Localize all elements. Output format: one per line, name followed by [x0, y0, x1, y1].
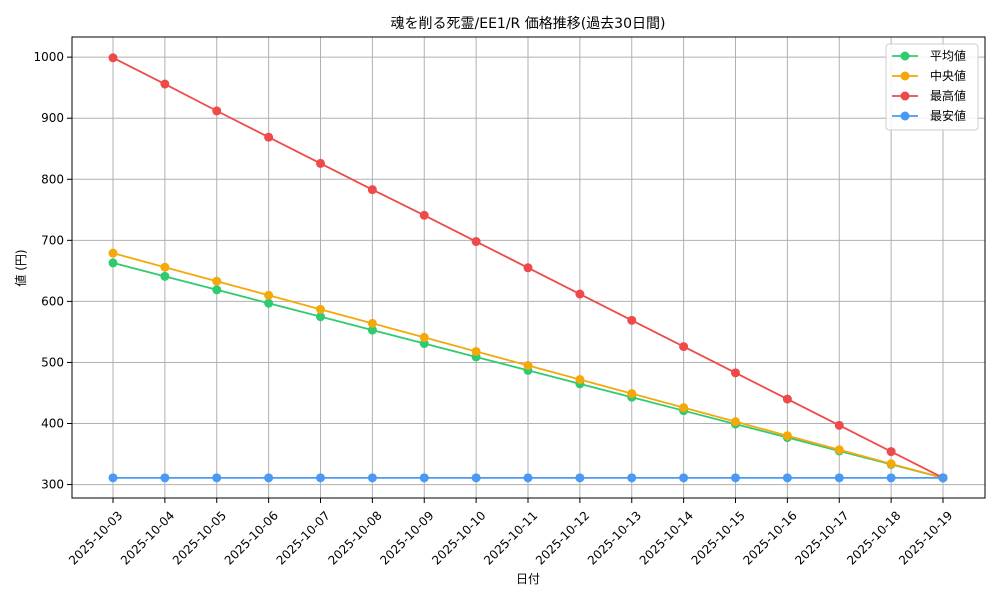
legend-label: 最高値	[930, 88, 966, 103]
data-point	[160, 473, 170, 483]
data-point	[264, 132, 274, 142]
y-tick-label: 1000	[33, 50, 64, 64]
legend-box	[885, 43, 979, 131]
series-layer	[108, 53, 948, 483]
data-point	[160, 262, 170, 272]
data-point	[627, 315, 637, 325]
grid-layer	[72, 37, 985, 498]
data-point	[108, 248, 118, 258]
y-tick-label: 400	[41, 417, 64, 431]
data-point	[471, 473, 481, 483]
data-point	[938, 473, 948, 483]
data-point	[264, 298, 274, 308]
data-point	[367, 318, 377, 328]
legend-marker	[900, 51, 910, 61]
data-point	[731, 417, 740, 427]
data-point	[367, 473, 377, 483]
data-point	[782, 394, 792, 404]
data-point	[575, 375, 585, 385]
data-point	[679, 473, 689, 483]
legend-label: 最安値	[930, 108, 966, 123]
data-point	[419, 332, 429, 342]
data-point	[212, 285, 222, 295]
data-point	[886, 473, 896, 483]
data-point	[834, 445, 844, 455]
legend-label: 中央値	[930, 68, 966, 83]
data-point	[782, 473, 792, 483]
data-point	[731, 368, 740, 378]
y-axis-title: 値 (円)	[13, 249, 28, 286]
x-axis-title: 日付	[516, 572, 540, 586]
legend-marker	[900, 91, 910, 101]
legend-label: 平均値	[930, 48, 966, 63]
chart-title: 魂を削る死霊/EE1/R 価格推移(過去30日間)	[391, 16, 666, 32]
y-tick-label: 900	[41, 111, 64, 125]
data-point	[212, 276, 222, 286]
data-point	[108, 53, 118, 63]
data-point	[108, 473, 118, 483]
data-point	[367, 325, 377, 335]
data-point	[160, 271, 170, 281]
data-point	[367, 185, 377, 195]
data-point	[523, 473, 533, 483]
data-point	[471, 237, 481, 247]
data-point	[264, 473, 274, 483]
data-point	[834, 420, 844, 430]
data-point	[782, 431, 792, 441]
y-tick-label: 600	[41, 294, 64, 308]
data-point	[627, 473, 637, 483]
data-point	[575, 473, 585, 483]
data-point	[834, 473, 844, 483]
data-point	[108, 258, 118, 268]
legend-marker	[900, 111, 910, 121]
data-point	[679, 403, 689, 413]
y-tick-label: 300	[41, 478, 64, 492]
data-point	[316, 158, 325, 168]
data-point	[316, 312, 325, 322]
y-tick-label: 700	[41, 233, 64, 247]
data-point	[160, 79, 170, 89]
data-point	[679, 342, 689, 352]
data-point	[523, 263, 533, 273]
data-point	[575, 289, 585, 299]
data-point	[316, 473, 325, 483]
y-tick-label: 500	[41, 355, 64, 369]
y-tick-label: 800	[41, 172, 64, 186]
data-point	[212, 473, 222, 483]
data-point	[471, 346, 481, 356]
data-point	[212, 106, 222, 116]
plot-frame	[71, 36, 986, 499]
data-point	[886, 447, 896, 457]
data-point	[264, 290, 274, 300]
legend-marker	[900, 71, 910, 81]
data-point	[419, 473, 429, 483]
data-point	[523, 361, 533, 371]
data-point	[731, 473, 740, 483]
data-point	[627, 389, 637, 399]
data-point	[419, 210, 429, 220]
data-point	[316, 304, 325, 314]
data-point	[886, 459, 896, 469]
